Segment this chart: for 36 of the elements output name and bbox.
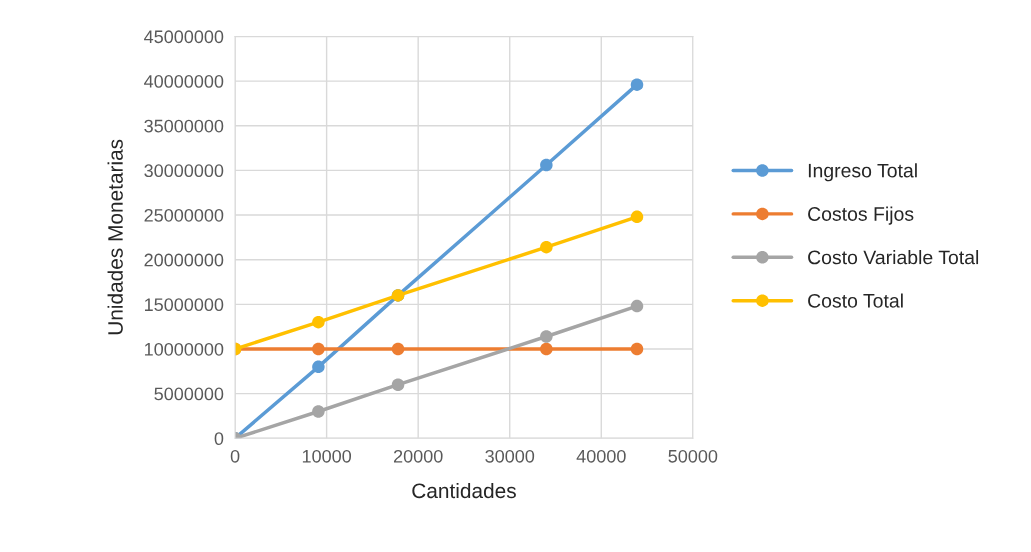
- legend-label: Ingreso Total: [808, 163, 917, 182]
- y-tick-label: 30000000: [144, 164, 224, 178]
- y-tick-label: 0: [214, 432, 224, 446]
- legend-label: Costos Fijos: [808, 206, 914, 225]
- x-tick-label: 30000: [485, 449, 535, 463]
- x-tick-label: 40000: [576, 449, 626, 463]
- point: [391, 378, 405, 391]
- point: [630, 210, 644, 224]
- y-tick-label: 10000000: [145, 342, 224, 356]
- x-tick-label: 50000: [668, 449, 718, 463]
- y-tick-label: 35000000: [144, 119, 224, 133]
- point: [312, 405, 325, 418]
- point: [630, 78, 644, 91]
- y-tick-label: 45000000: [144, 30, 224, 44]
- y-tick-label: 15000000: [145, 298, 224, 312]
- point: [312, 342, 325, 356]
- y-axis-title: Unidades Monetarias: [107, 139, 123, 335]
- x-tick-label: 0: [230, 449, 240, 463]
- legend-label: Costo Variable Total: [808, 250, 979, 265]
- y-tick-label: 5000000: [154, 387, 224, 401]
- y-tick-label: 20000000: [144, 253, 224, 267]
- y-tick-label: 40000000: [144, 75, 224, 88]
- point: [540, 330, 553, 343]
- point: [540, 158, 553, 172]
- legend-label: Costo Total: [808, 293, 903, 308]
- point: [312, 360, 325, 374]
- point: [630, 342, 644, 356]
- point: [312, 315, 325, 329]
- x-tick-label: 20000: [393, 449, 443, 463]
- point: [540, 240, 553, 254]
- x-tick-label: 10000: [302, 449, 352, 463]
- point: [391, 342, 405, 356]
- y-tick-label: 25000000: [144, 208, 224, 222]
- x-axis-title: Cantidades: [412, 482, 516, 499]
- point: [540, 342, 553, 356]
- point: [630, 299, 644, 313]
